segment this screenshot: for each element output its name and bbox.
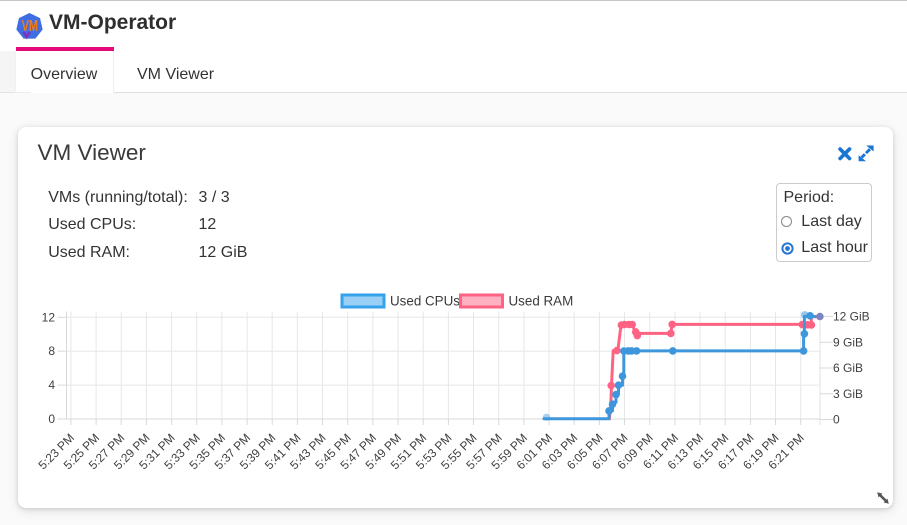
svg-text:12: 12 <box>42 310 56 324</box>
svg-text:8: 8 <box>48 344 55 358</box>
svg-text:0: 0 <box>48 412 55 426</box>
svg-text:9 GiB: 9 GiB <box>833 335 863 349</box>
svg-text:0: 0 <box>833 413 840 427</box>
svg-text:6 GiB: 6 GiB <box>833 361 863 375</box>
svg-text:12 GiB: 12 GiB <box>833 309 870 323</box>
svg-text:Used RAM: Used RAM <box>509 294 574 309</box>
svg-text:3 GiB: 3 GiB <box>833 387 863 401</box>
svg-text:VM: VM <box>22 18 38 35</box>
svg-text:4: 4 <box>48 378 55 392</box>
svg-text:Used CPUs: Used CPUs <box>390 294 460 309</box>
